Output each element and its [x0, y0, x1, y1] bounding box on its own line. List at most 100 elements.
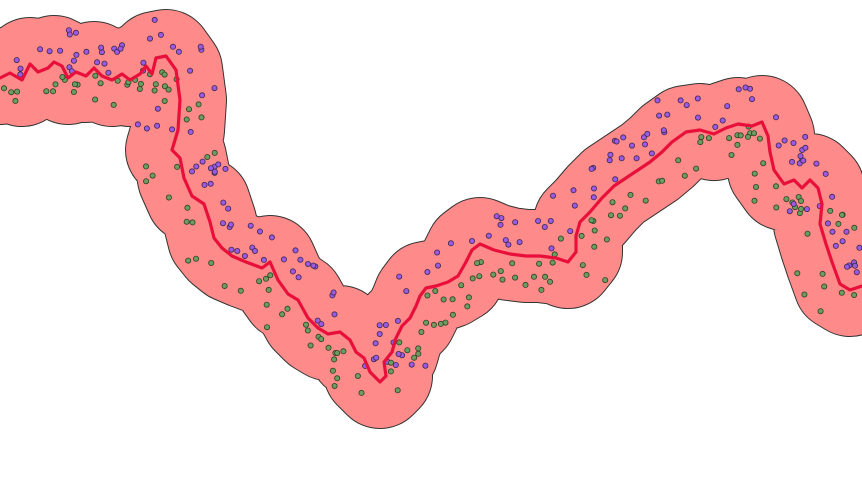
sample-point-purple[interactable] [211, 85, 218, 92]
sample-point-purple[interactable] [613, 138, 620, 145]
sample-point-purple[interactable] [46, 48, 53, 55]
sample-point-green[interactable] [798, 205, 805, 212]
sample-point-green[interactable] [588, 217, 595, 224]
sample-point-purple[interactable] [844, 263, 851, 270]
sample-point-green[interactable] [538, 286, 545, 293]
sample-point-purple[interactable] [134, 121, 141, 128]
sample-point-green[interactable] [211, 149, 218, 156]
sample-point-green[interactable] [304, 327, 311, 334]
sample-point-purple[interactable] [199, 158, 206, 165]
sample-point-purple[interactable] [541, 223, 548, 230]
sample-point-green[interactable] [838, 289, 845, 296]
sample-point-green[interactable] [751, 170, 758, 177]
sample-point-purple[interactable] [247, 222, 254, 229]
sample-point-green[interactable] [827, 207, 834, 214]
sample-point-purple[interactable] [853, 269, 860, 276]
sample-point-green[interactable] [464, 303, 471, 310]
sample-point-purple[interactable] [664, 111, 671, 118]
sample-point-green[interactable] [681, 172, 688, 179]
sample-point-green[interactable] [237, 287, 244, 294]
sample-point-green[interactable] [142, 163, 149, 170]
sample-point-green[interactable] [331, 356, 338, 363]
sample-point-green[interactable] [165, 86, 172, 93]
sample-point-purple[interactable] [220, 199, 227, 206]
sample-point-purple[interactable] [17, 65, 24, 72]
sample-point-green[interactable] [751, 130, 758, 137]
sample-point-purple[interactable] [633, 155, 640, 162]
sample-point-green[interactable] [536, 260, 543, 267]
sample-point-green[interactable] [165, 194, 172, 201]
sample-point-green[interactable] [449, 311, 456, 318]
sample-point-purple[interactable] [656, 112, 663, 119]
sample-point-purple[interactable] [644, 130, 651, 137]
sample-point-green[interactable] [557, 235, 564, 242]
sample-point-purple[interactable] [789, 158, 796, 165]
sample-point-purple[interactable] [856, 244, 862, 251]
sample-point-green[interactable] [43, 88, 50, 95]
sample-point-green[interactable] [161, 83, 168, 90]
sample-point-green[interactable] [773, 183, 780, 190]
sample-point-green[interactable] [302, 321, 309, 328]
sample-point-green[interactable] [698, 134, 705, 141]
sample-point-green[interactable] [136, 86, 143, 93]
sample-point-green[interactable] [221, 282, 228, 289]
sample-point-purple[interactable] [98, 44, 105, 51]
sample-point-green[interactable] [149, 172, 156, 179]
sample-point-purple[interactable] [295, 274, 302, 281]
sample-point-purple[interactable] [57, 47, 64, 54]
sample-point-green[interactable] [340, 348, 347, 355]
sample-point-green[interactable] [387, 368, 394, 375]
sample-point-green[interactable] [512, 274, 519, 281]
sample-point-purple[interactable] [588, 165, 595, 172]
sample-point-purple[interactable] [373, 354, 380, 361]
sample-point-green[interactable] [256, 278, 263, 285]
sample-point-purple[interactable] [468, 237, 475, 244]
sample-point-purple[interactable] [17, 71, 24, 78]
sample-point-green[interactable] [334, 375, 341, 382]
sample-point-purple[interactable] [683, 102, 690, 109]
sample-point-green[interactable] [415, 345, 422, 352]
sample-point-green[interactable] [578, 232, 585, 239]
sample-point-green[interactable] [522, 281, 529, 288]
sample-point-purple[interactable] [169, 126, 176, 133]
sample-point-green[interactable] [642, 197, 649, 204]
sample-point-purple[interactable] [654, 97, 661, 104]
sample-point-purple[interactable] [241, 252, 248, 259]
sample-point-green[interactable] [547, 278, 554, 285]
sample-point-purple[interactable] [800, 157, 807, 164]
sample-point-purple[interactable] [207, 180, 214, 187]
sample-point-green[interactable] [432, 287, 439, 294]
sample-point-purple[interactable] [140, 59, 147, 66]
sample-point-purple[interactable] [157, 31, 164, 38]
sample-point-purple[interactable] [219, 220, 226, 227]
sample-point-green[interactable] [817, 308, 824, 315]
sample-point-green[interactable] [449, 296, 456, 303]
sample-point-green[interactable] [265, 286, 272, 293]
sample-point-purple[interactable] [13, 57, 20, 64]
sample-point-purple[interactable] [786, 208, 793, 215]
sample-point-green[interactable] [358, 389, 365, 396]
sample-point-green[interactable] [798, 197, 805, 204]
sample-point-green[interactable] [737, 132, 744, 139]
sample-point-purple[interactable] [256, 228, 263, 235]
sample-point-purple[interactable] [742, 84, 749, 91]
sample-point-green[interactable] [185, 106, 192, 113]
sample-point-purple[interactable] [211, 168, 218, 175]
sample-point-purple[interactable] [304, 260, 311, 267]
sample-point-purple[interactable] [695, 114, 702, 121]
sample-point-green[interactable] [851, 291, 858, 298]
sample-point-green[interactable] [204, 153, 211, 160]
sample-point-purple[interactable] [677, 97, 684, 104]
sample-point-purple[interactable] [535, 217, 542, 224]
sample-point-green[interactable] [267, 272, 274, 279]
sample-point-purple[interactable] [154, 105, 161, 112]
sample-point-purple[interactable] [330, 289, 337, 296]
sample-point-purple[interactable] [310, 262, 317, 269]
sample-point-green[interactable] [387, 359, 394, 366]
sample-point-purple[interactable] [660, 127, 667, 134]
sample-point-purple[interactable] [694, 95, 701, 102]
sample-point-green[interactable] [183, 218, 190, 225]
sample-point-purple[interactable] [607, 151, 614, 158]
sample-point-purple[interactable] [392, 361, 399, 368]
sample-point-green[interactable] [318, 336, 325, 343]
